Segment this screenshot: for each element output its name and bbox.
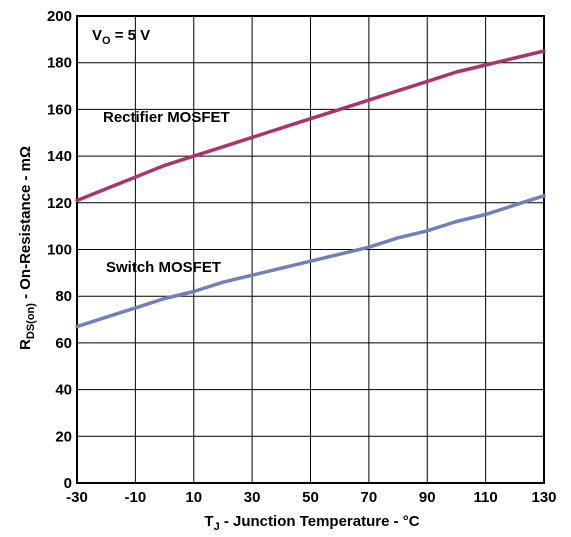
series-line-rectifier bbox=[75, 49, 546, 203]
y-tick-label: 140 bbox=[47, 148, 72, 165]
x-tick-labels: -30 -10 10 30 50 70 90 110 130 bbox=[66, 489, 556, 506]
series-label-switch: Switch MOSFET bbox=[106, 259, 221, 276]
y-tick-label: 40 bbox=[55, 382, 72, 399]
x-axis-title: TJ - Junction Temperature - °C bbox=[204, 513, 419, 533]
y-tick-label: 120 bbox=[47, 195, 72, 212]
y-tick-label: 200 bbox=[47, 8, 72, 25]
annotation-vo: VO = 5 V bbox=[92, 27, 150, 47]
series-line-switch bbox=[75, 194, 546, 329]
x-tick-label: 110 bbox=[474, 489, 498, 506]
x-tick-label: 10 bbox=[185, 489, 202, 506]
plot-frame bbox=[76, 15, 545, 484]
grid bbox=[76, 15, 545, 484]
y-tick-label: 0 bbox=[64, 475, 72, 492]
y-tick-labels: 0 20 40 60 80 100 120 140 160 180 200 bbox=[47, 8, 72, 492]
x-tick-label: 90 bbox=[419, 489, 436, 506]
series-layer bbox=[75, 49, 546, 329]
x-tick-label: -10 bbox=[125, 489, 147, 506]
series-label-rectifier: Rectifier MOSFET bbox=[103, 109, 230, 126]
x-tick-label: 70 bbox=[361, 489, 378, 506]
x-tick-label: 130 bbox=[531, 489, 556, 506]
x-tick-label: 30 bbox=[244, 489, 261, 506]
y-tick-label: 100 bbox=[47, 242, 72, 259]
y-tick-label: 60 bbox=[55, 335, 72, 352]
y-tick-label: 180 bbox=[47, 55, 72, 72]
y-tick-label: 160 bbox=[47, 101, 72, 118]
y-tick-label: 20 bbox=[55, 428, 72, 445]
x-tick-label: -30 bbox=[66, 489, 88, 506]
x-tick-label: 50 bbox=[302, 489, 319, 506]
y-axis-title: RDS(on) - On-Resistance - mΩ bbox=[17, 146, 37, 350]
y-tick-label: 80 bbox=[55, 288, 72, 305]
